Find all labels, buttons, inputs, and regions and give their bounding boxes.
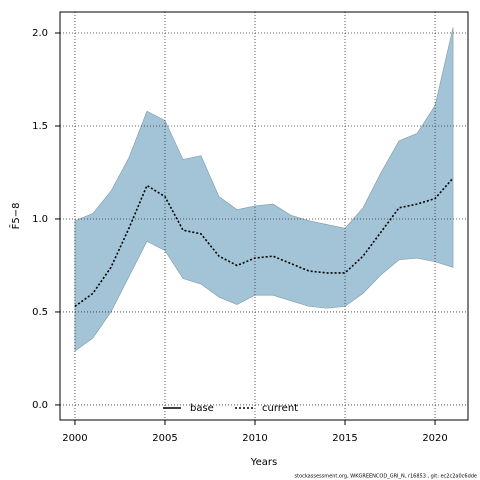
- x-tick-label: 2005: [152, 433, 177, 444]
- x-tick-label: 2020: [422, 433, 447, 444]
- footer: stockassessment.org, WKGREENCOD_GRI_N, r…: [295, 474, 478, 480]
- y-tick-label: 1.5: [32, 121, 48, 132]
- legend-label: base: [190, 403, 214, 414]
- plot-frame: [59, 11, 469, 421]
- confidence-band: [74, 27, 454, 352]
- x-axis-label: Years: [250, 457, 277, 468]
- series-line: [74, 177, 454, 308]
- y-axis-label: F̄5−8: [9, 203, 22, 230]
- y-tick-label: 0.0: [32, 400, 48, 411]
- x-tick-label: 2000: [62, 433, 87, 444]
- x-tick-label: 2010: [242, 433, 267, 444]
- legend-label: current: [262, 403, 298, 414]
- y-tick-label: 0.5: [32, 307, 48, 318]
- y-tick-label: 1.0: [32, 214, 48, 225]
- y-tick-label: 2.0: [32, 28, 48, 39]
- x-tick-label: 2015: [332, 433, 357, 444]
